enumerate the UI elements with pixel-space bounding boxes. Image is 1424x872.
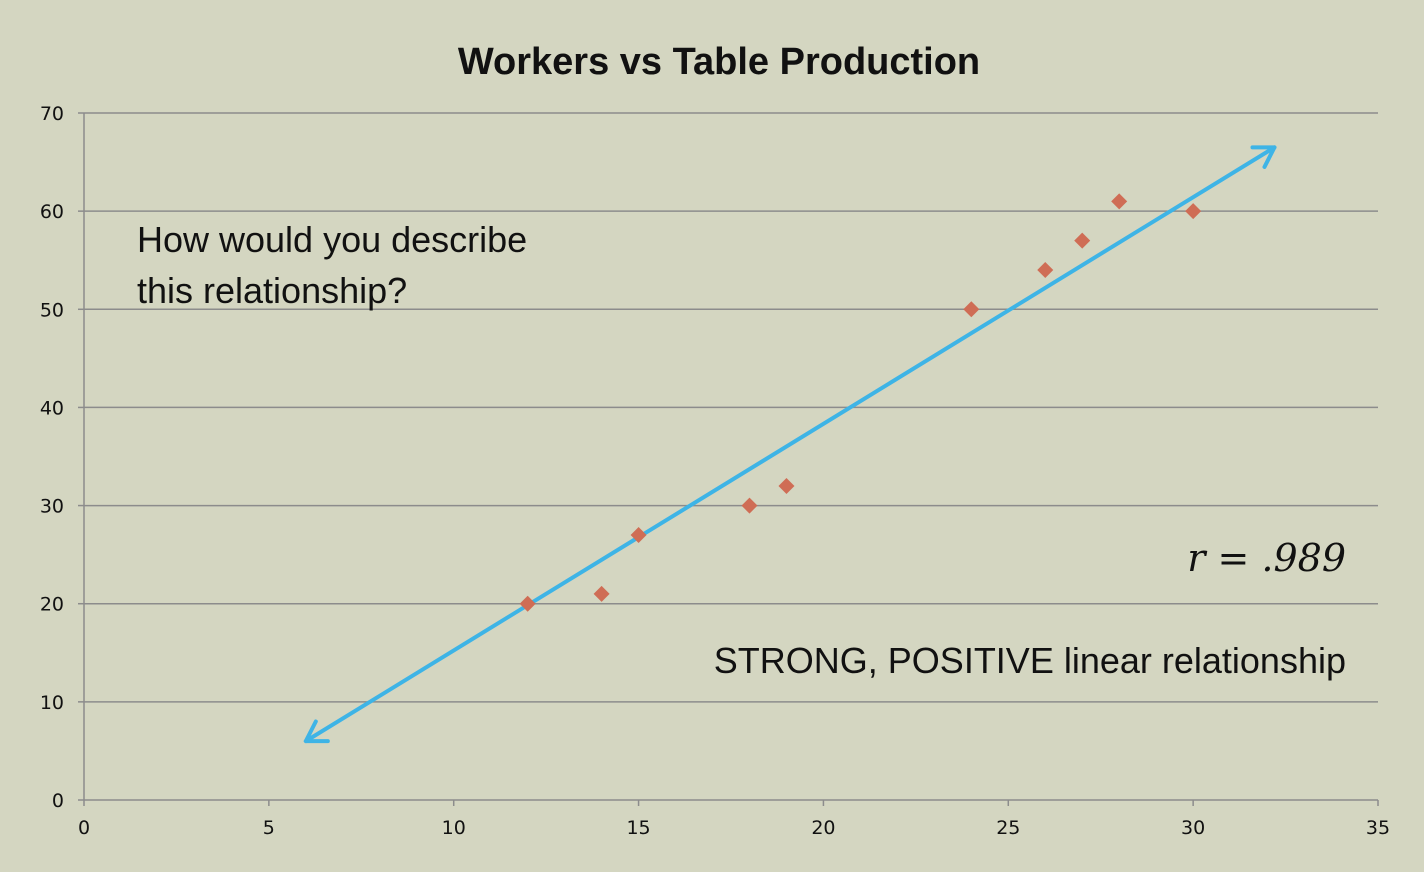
question-line-2: this relationship? [137, 270, 407, 311]
question-line-1: How would you describe [137, 219, 527, 260]
y-tick-label: 60 [40, 201, 64, 223]
data-point [963, 301, 980, 318]
y-tick-label: 40 [40, 397, 64, 419]
y-tick-label: 70 [40, 103, 64, 125]
data-point [1037, 262, 1054, 279]
x-tick-label: 30 [1181, 817, 1205, 839]
axes [83, 113, 1378, 801]
data-point [1111, 193, 1128, 210]
y-tick-label: 20 [40, 594, 64, 616]
trend-line-segment [303, 145, 1277, 744]
data-point [519, 595, 536, 612]
data-point [1074, 232, 1091, 249]
chart-title: Workers vs Table Production [458, 41, 980, 83]
y-tick-labels: 0 10 20 30 40 50 60 70 [40, 103, 64, 812]
x-tick-label: 10 [442, 817, 466, 839]
x-tick-label: 0 [78, 817, 90, 839]
data-point [741, 497, 758, 514]
data-point [630, 527, 647, 544]
y-tick-label: 10 [40, 692, 64, 714]
arrowhead-upper [1250, 145, 1277, 169]
x-tick-label: 20 [811, 817, 835, 839]
gridlines [78, 112, 1379, 806]
x-tick-label: 35 [1366, 817, 1390, 839]
x-tick-label: 25 [996, 817, 1020, 839]
x-tick-label: 5 [263, 817, 275, 839]
arrowhead-lower [303, 719, 330, 744]
y-tick-label: 0 [52, 790, 64, 812]
data-point [778, 477, 795, 494]
r-value-label: r = .989 [1187, 536, 1346, 580]
y-tick-label: 50 [40, 299, 64, 321]
y-tick-label: 30 [40, 496, 64, 518]
data-point [1185, 203, 1202, 220]
data-point [593, 585, 610, 602]
x-tick-labels: 0 5 10 15 20 25 30 35 [78, 817, 1390, 839]
data-points [519, 193, 1202, 612]
conclusion-label: STRONG, POSITIVE linear relationship [714, 640, 1346, 681]
x-tick-label: 15 [626, 817, 650, 839]
trend-line [303, 145, 1277, 744]
